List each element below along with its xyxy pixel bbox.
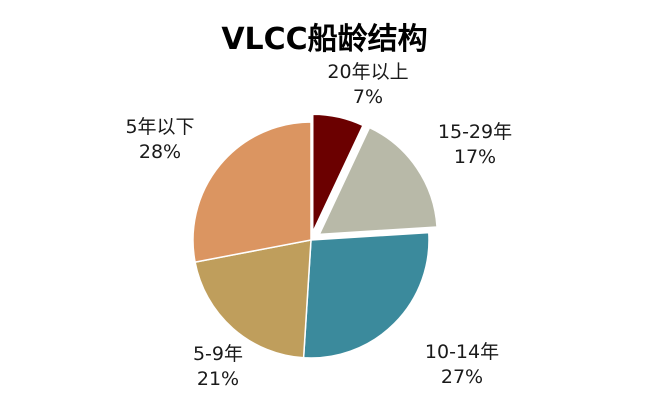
- slice-label-percent-4: 21%: [197, 368, 239, 390]
- slice-label-percent-5: 28%: [139, 141, 181, 163]
- slice-label-percent-3: 27%: [441, 366, 483, 388]
- pie-slice-4: [194, 239, 312, 359]
- pie-slice-2: [318, 126, 438, 236]
- pie-slice-5: [192, 121, 312, 263]
- slice-label-category-4: 5-9年: [193, 343, 243, 365]
- slice-label-percent-1: 7%: [353, 86, 383, 108]
- pie-slice-1: [311, 113, 364, 233]
- pie-slice-3: [302, 231, 430, 359]
- slice-label-percent-2: 17%: [454, 146, 496, 168]
- slice-label-category-5: 5年以下: [125, 116, 194, 138]
- slice-label-category-2: 15-29年: [438, 121, 512, 143]
- slice-label-category-1: 20年以上: [327, 61, 408, 83]
- slice-label-category-3: 10-14年: [425, 341, 499, 363]
- chart-title: VLCC船龄结构: [221, 22, 428, 57]
